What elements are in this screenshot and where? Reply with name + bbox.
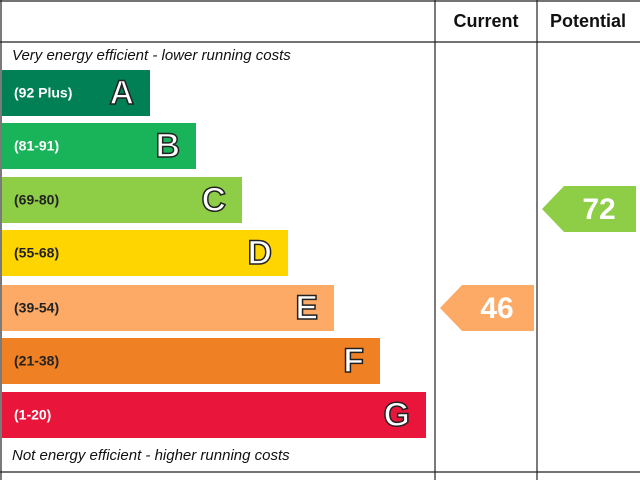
- band-letter: C: [201, 181, 226, 219]
- band-bar: [2, 285, 334, 331]
- band-letter: G: [384, 396, 410, 434]
- header-potential: Potential: [550, 11, 626, 31]
- band-range: (1-20): [14, 407, 51, 423]
- band-bar: [2, 177, 242, 223]
- band-bar: [2, 70, 150, 116]
- band-letter: E: [295, 289, 318, 327]
- band-range: (81-91): [14, 138, 59, 154]
- band-range: (92 Plus): [14, 85, 72, 101]
- potential-value: 72: [582, 193, 615, 226]
- band-letter: D: [247, 234, 272, 272]
- band-letter: B: [155, 127, 180, 165]
- band-range: (55-68): [14, 245, 59, 261]
- band-range: (21-38): [14, 353, 59, 369]
- bottom-note: Not energy efficient - higher running co…: [12, 447, 290, 464]
- band-bar: [2, 338, 380, 384]
- band-bar: [2, 123, 196, 169]
- band-letter: F: [343, 342, 364, 380]
- top-note: Very energy efficient - lower running co…: [12, 47, 291, 64]
- band-range: (69-80): [14, 192, 59, 208]
- current-value: 46: [480, 292, 513, 325]
- band-bar: [2, 392, 426, 438]
- current-arrow: [440, 285, 534, 331]
- band-range: (39-54): [14, 300, 59, 316]
- band-bar: [2, 230, 288, 276]
- potential-arrow: [542, 186, 636, 232]
- header-current: Current: [453, 11, 518, 31]
- band-letter: A: [109, 74, 134, 112]
